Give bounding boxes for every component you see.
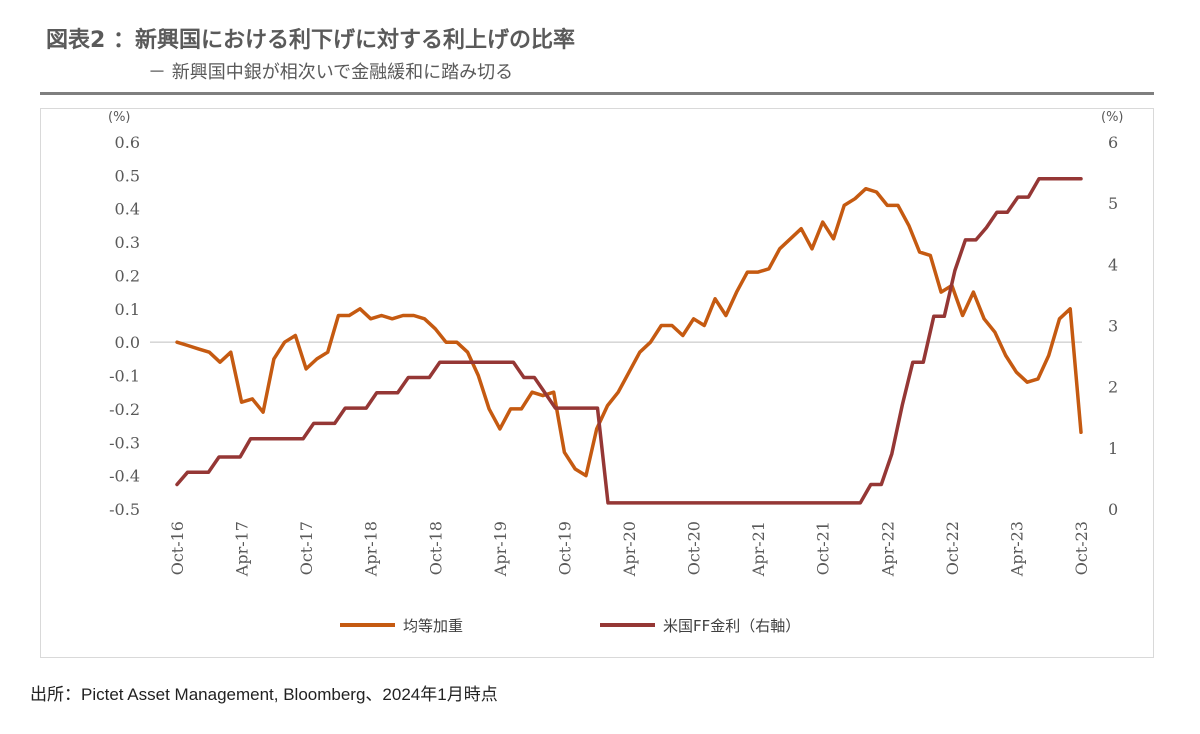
x-axis-tick-label: Oct-18 (426, 521, 445, 575)
right-axis-tick-label: 1 (1108, 439, 1118, 458)
x-axis-tick-label: Apr-18 (362, 521, 381, 577)
left-axis-tick-label: -0.5 (109, 500, 140, 519)
x-axis-tick-label: Apr-23 (1007, 521, 1026, 577)
x-axis-tick-label: Oct-22 (943, 521, 962, 575)
legend-label-us-ff-rate: 米国FF金利（右軸） (663, 617, 800, 635)
x-axis-tick-label: Oct-23 (1072, 521, 1091, 575)
series-line-us-ff-rate (175, 176, 1083, 505)
left-axis-tick-label: 0.4 (115, 200, 140, 219)
source-note: 出所：Pictet Asset Management, Bloomberg、20… (30, 685, 498, 704)
chart-title: 図表2 ：新興国における利下げに対する利上げの比率 (46, 28, 575, 53)
x-axis-tick-label: Oct-16 (168, 521, 187, 575)
x-axis-tick-label: Apr-17 (233, 521, 252, 577)
series-line-equal-weight (175, 186, 1083, 478)
right-axis-tick-label: 2 (1108, 378, 1118, 397)
legend-label-equal-weight: 均等加重 (403, 617, 463, 635)
left-axis-tick-label: 0.6 (115, 133, 140, 152)
x-axis-tick-label: Apr-21 (749, 521, 768, 577)
x-axis-tick-label: Apr-19 (491, 521, 510, 577)
title-divider (40, 92, 1154, 95)
right-axis-tick-label: 3 (1108, 317, 1118, 336)
left-axis-tick-label: -0.3 (109, 433, 140, 452)
right-axis-unit: (%) (1101, 110, 1124, 125)
chart-frame (40, 108, 1154, 658)
left-axis-unit: (%) (108, 110, 131, 125)
right-axis-tick-label: 4 (1108, 255, 1118, 274)
left-axis-tick-label: 0.2 (115, 266, 140, 285)
x-axis-tick-label: Oct-21 (814, 521, 833, 575)
right-axis-tick-label: 6 (1108, 133, 1118, 152)
left-axis-tick-label: 0.1 (115, 300, 140, 319)
x-axis-tick-label: Apr-20 (620, 521, 639, 577)
left-axis-tick-label: 0.0 (115, 333, 140, 352)
x-axis-tick-label: Apr-22 (878, 521, 897, 577)
right-axis-tick-label: 0 (1108, 500, 1118, 519)
chart-subtitle: － 新興国中銀が相次いで金融緩和に踏み切る (148, 62, 514, 83)
x-axis-tick-label: Oct-19 (555, 521, 574, 575)
left-axis-tick-label: 0.3 (115, 233, 140, 252)
x-axis-tick-label: Oct-17 (297, 521, 316, 575)
right-axis-tick-label: 5 (1108, 194, 1118, 213)
x-axis-tick-label: Oct-20 (685, 521, 704, 575)
left-axis-tick-label: -0.2 (109, 400, 140, 419)
left-axis-tick-label: -0.4 (109, 467, 140, 486)
left-axis-tick-label: 0.5 (115, 166, 140, 185)
left-axis-tick-label: -0.1 (109, 367, 140, 386)
